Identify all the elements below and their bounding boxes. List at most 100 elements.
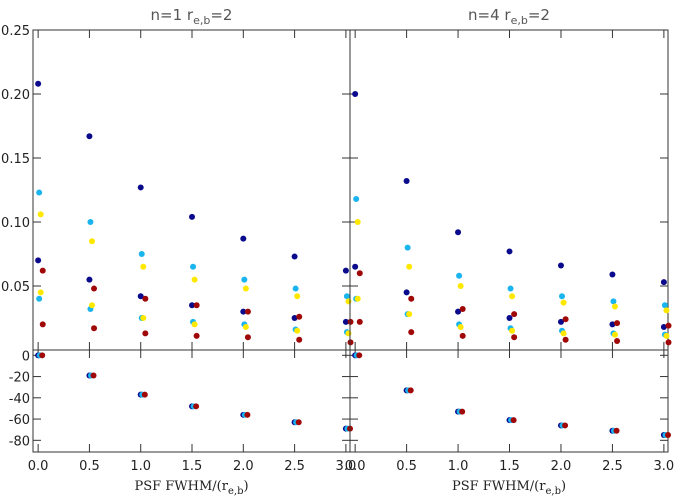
- data-point: [37, 211, 44, 218]
- data-point: [455, 229, 462, 236]
- data-point: [90, 372, 97, 379]
- data-point: [345, 298, 352, 305]
- data-point: [342, 318, 349, 325]
- data-point: [614, 320, 621, 327]
- title-subscript: e,b: [511, 14, 528, 27]
- plot-frame: [32, 29, 351, 351]
- data-point: [356, 318, 363, 325]
- title-text: n=4 r: [468, 6, 511, 24]
- data-point: [37, 289, 44, 296]
- data-point: [557, 318, 564, 325]
- data-point: [240, 308, 247, 315]
- data-point: [193, 403, 200, 410]
- x-tick-label: 1.5: [182, 459, 203, 474]
- x-label-text: PSF FWHM/(r: [134, 479, 228, 494]
- data-point: [190, 263, 197, 270]
- data-point: [354, 295, 361, 302]
- data-point: [88, 302, 95, 309]
- data-point: [242, 285, 249, 292]
- data-point: [459, 332, 466, 339]
- data-point: [663, 332, 670, 339]
- data-point: [242, 323, 249, 330]
- data-point: [86, 276, 93, 283]
- plot-frame: [349, 349, 669, 453]
- data-point: [660, 279, 667, 286]
- x-axis-label: PSF FWHM/(re,b): [134, 479, 248, 497]
- data-point: [347, 339, 354, 346]
- data-point: [507, 285, 514, 292]
- y-tick-label: 0.10: [1, 216, 30, 231]
- data-point: [614, 338, 621, 345]
- plot-frame: [32, 349, 351, 453]
- data-point: [609, 271, 616, 278]
- data-point: [457, 323, 464, 330]
- data-point: [88, 238, 95, 245]
- title-subscript: e,b: [193, 14, 210, 27]
- data-point: [353, 195, 360, 202]
- data-point: [91, 325, 98, 332]
- data-point: [91, 285, 98, 292]
- x-label-text: PSF FWHM/(r: [452, 479, 546, 494]
- x-axis-label: PSF FWHM/(re,b): [452, 479, 566, 497]
- data-point: [140, 315, 147, 321]
- x-label-subscript: e,b: [545, 486, 561, 497]
- data-point: [562, 336, 569, 343]
- data-point: [406, 311, 413, 318]
- data-point: [557, 262, 564, 269]
- data-point: [241, 276, 248, 283]
- data-point: [291, 253, 298, 260]
- x-tick-label: 0.5: [79, 459, 100, 474]
- x-label-subscript: e,b: [228, 486, 244, 497]
- data-point: [292, 285, 299, 292]
- data-point: [455, 308, 462, 315]
- x-tick-label: 0.5: [396, 459, 417, 474]
- data-point: [142, 295, 149, 302]
- data-point: [352, 91, 359, 97]
- data-point: [356, 352, 363, 359]
- data-point: [343, 293, 350, 300]
- x-label-text: ): [561, 479, 566, 494]
- data-point: [296, 336, 303, 343]
- data-point: [295, 419, 302, 426]
- data-point: [613, 427, 620, 434]
- x-tick-label: 1.0: [130, 459, 151, 474]
- data-point: [459, 306, 466, 313]
- data-point: [240, 235, 247, 242]
- title-text: n=1 r: [151, 6, 194, 24]
- data-point: [294, 327, 301, 334]
- data-point: [87, 219, 94, 225]
- x-tick-label: 1.5: [499, 459, 520, 474]
- data-point: [342, 267, 349, 274]
- y-tick-label: -40: [9, 392, 30, 407]
- data-point: [137, 184, 144, 191]
- data-point: [665, 339, 672, 346]
- x-tick-label: 1.0: [448, 459, 469, 474]
- y-tick-label: -60: [9, 413, 30, 428]
- x-tick-label: 2.0: [233, 459, 254, 474]
- data-point: [612, 303, 618, 310]
- x-tick-label: 2.5: [284, 459, 305, 474]
- data-point: [665, 432, 671, 438]
- data-point: [36, 189, 43, 196]
- y-tick-label: 0.20: [1, 88, 30, 103]
- x-label-text: ): [243, 479, 248, 494]
- data-point: [39, 321, 46, 328]
- plot-frame: [349, 29, 669, 351]
- y-tick-label: -80: [9, 434, 30, 449]
- data-point: [189, 302, 196, 309]
- data-point: [403, 289, 410, 296]
- panel-title: n=1 re,b=2: [151, 6, 233, 27]
- data-point: [354, 219, 361, 225]
- x-tick-label: 2.0: [551, 459, 572, 474]
- data-point: [193, 332, 200, 339]
- x-tick-label: 2.5: [602, 459, 623, 474]
- data-point: [660, 323, 667, 330]
- y-tick-label: 0.05: [1, 280, 30, 295]
- x-tick-label: 3.0: [654, 459, 675, 474]
- y-tick-label: 0.25: [1, 24, 30, 39]
- data-point: [610, 298, 617, 305]
- title-text: =2: [528, 6, 550, 24]
- y-tick-label: -20: [9, 371, 30, 386]
- data-point: [191, 321, 198, 328]
- data-point: [404, 244, 411, 251]
